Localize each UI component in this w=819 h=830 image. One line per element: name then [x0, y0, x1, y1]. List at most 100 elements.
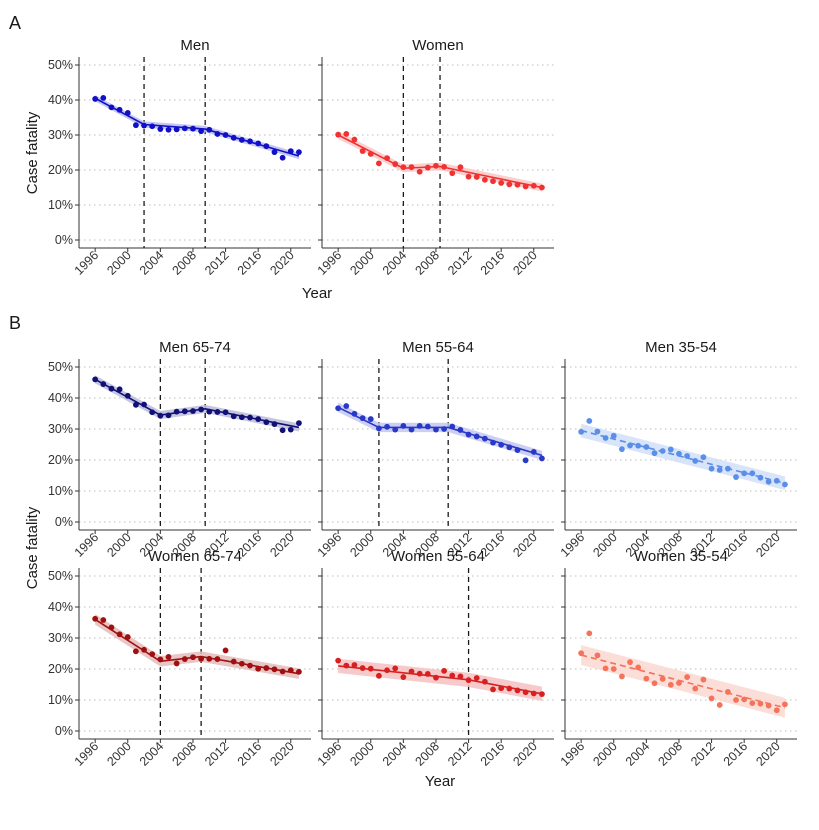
- data-point: [522, 183, 529, 190]
- x-tick-label: 2016: [235, 248, 265, 278]
- confidence-band: [95, 614, 299, 679]
- data-point: [416, 168, 423, 175]
- x-tick-label: 2012: [202, 739, 232, 769]
- x-tick-label: 1996: [72, 248, 102, 278]
- data-point: [263, 143, 270, 150]
- data-point: [367, 151, 374, 157]
- data-point: [181, 656, 188, 662]
- panel-title: Women: [412, 37, 463, 54]
- data-point: [659, 448, 666, 454]
- data-point: [198, 655, 205, 662]
- x-tick-label: 2008: [170, 248, 200, 278]
- panel-title: Men: [180, 37, 209, 54]
- data-point: [659, 676, 666, 682]
- data-point: [578, 428, 585, 435]
- data-point: [782, 481, 788, 488]
- data-point: [376, 425, 382, 432]
- data-point: [481, 176, 488, 183]
- data-point: [457, 673, 464, 680]
- data-point: [92, 376, 99, 383]
- data-point: [247, 414, 253, 421]
- data-point: [359, 148, 366, 155]
- x-tick-label: 2000: [104, 739, 134, 769]
- y-tick-label: 20%: [48, 662, 73, 676]
- data-point: [343, 403, 350, 409]
- data-point: [619, 446, 625, 453]
- y-tick-label: 20%: [48, 163, 73, 177]
- data-point: [230, 413, 237, 420]
- data-point: [206, 655, 213, 662]
- data-point: [700, 676, 707, 683]
- data-point: [416, 423, 423, 429]
- data-point: [773, 707, 780, 714]
- data-point: [441, 163, 448, 170]
- data-point: [206, 408, 213, 415]
- confidence-band: [95, 95, 299, 160]
- data-point: [530, 690, 537, 697]
- data-point: [124, 634, 131, 640]
- x-axis-title-a: Year: [302, 285, 332, 302]
- x-tick-label: 2020: [753, 530, 783, 560]
- y-tick-label: 10%: [48, 484, 73, 498]
- x-tick-label: 2000: [347, 530, 377, 560]
- data-point: [610, 432, 617, 439]
- data-point: [149, 123, 156, 130]
- x-tick-label: 1996: [72, 739, 102, 769]
- data-point: [92, 615, 99, 622]
- data-point: [190, 654, 196, 661]
- trend-line: [580, 654, 786, 709]
- data-point: [514, 181, 521, 188]
- data-point: [490, 686, 496, 693]
- x-tick-label: 1996: [558, 530, 588, 560]
- data-point: [335, 405, 342, 412]
- data-point: [238, 660, 245, 667]
- y-tick-label: 30%: [48, 422, 73, 436]
- data-point: [586, 418, 593, 424]
- data-point: [157, 126, 164, 132]
- x-tick-label: 2020: [510, 739, 540, 769]
- data-point: [400, 674, 407, 680]
- data-point: [627, 659, 633, 666]
- y-tick-label: 50%: [48, 569, 73, 583]
- data-point: [165, 412, 172, 419]
- panel-title: Men 35-54: [645, 339, 717, 356]
- data-point: [539, 691, 545, 698]
- data-point: [749, 470, 756, 477]
- x-tick-label: 2000: [590, 739, 620, 769]
- data-point: [441, 426, 448, 432]
- data-point: [108, 104, 115, 111]
- data-point: [457, 164, 464, 171]
- data-point: [684, 453, 691, 459]
- x-tick-label: 2012: [445, 248, 475, 278]
- data-point: [335, 657, 342, 664]
- data-point: [384, 155, 390, 162]
- data-point: [198, 128, 205, 135]
- y-tick-label: 30%: [48, 631, 73, 645]
- data-point: [449, 423, 456, 430]
- data-point: [181, 125, 188, 132]
- data-point: [214, 656, 221, 662]
- data-point: [400, 423, 407, 429]
- panel-title: Women 55-64: [391, 548, 485, 565]
- data-point: [498, 441, 505, 448]
- data-point: [676, 450, 682, 457]
- data-point: [651, 450, 658, 457]
- data-point: [539, 184, 545, 191]
- x-tick-label: 2004: [137, 248, 167, 278]
- data-point: [392, 665, 399, 672]
- data-point: [376, 672, 382, 679]
- data-point: [602, 665, 609, 672]
- data-point: [198, 406, 205, 413]
- data-point: [149, 651, 156, 658]
- data-point: [255, 416, 262, 422]
- data-point: [287, 148, 294, 155]
- data-point: [296, 668, 302, 675]
- y-tick-label: 40%: [48, 600, 73, 614]
- data-point: [773, 477, 780, 484]
- data-point: [643, 444, 650, 450]
- data-point: [222, 132, 229, 138]
- x-tick-label: 2020: [267, 530, 297, 560]
- data-point: [133, 401, 139, 408]
- data-point: [384, 423, 390, 430]
